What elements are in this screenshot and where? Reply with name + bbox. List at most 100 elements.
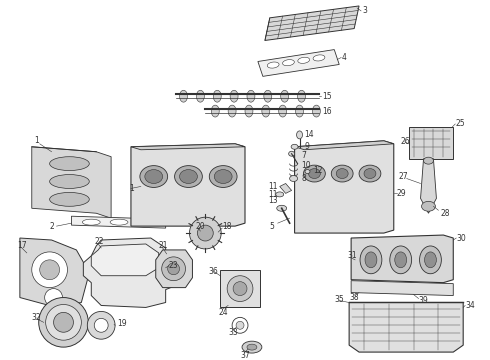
Circle shape (227, 276, 253, 302)
Ellipse shape (247, 90, 255, 102)
Text: 36: 36 (208, 267, 218, 276)
Ellipse shape (395, 252, 407, 268)
Ellipse shape (174, 166, 202, 188)
Polygon shape (420, 159, 437, 213)
Ellipse shape (213, 90, 221, 102)
Circle shape (197, 225, 213, 241)
Text: 11: 11 (268, 190, 277, 199)
Ellipse shape (336, 168, 348, 179)
Ellipse shape (291, 144, 298, 149)
Text: 29: 29 (397, 189, 406, 198)
Ellipse shape (313, 55, 325, 61)
Polygon shape (258, 50, 339, 76)
Ellipse shape (49, 192, 89, 206)
Ellipse shape (295, 105, 303, 117)
Text: 13: 13 (268, 196, 277, 205)
Ellipse shape (279, 105, 287, 117)
Polygon shape (32, 147, 111, 218)
Polygon shape (265, 6, 359, 40)
Ellipse shape (290, 176, 297, 181)
Text: 4: 4 (341, 53, 346, 62)
Ellipse shape (247, 344, 257, 350)
Ellipse shape (276, 192, 284, 197)
Ellipse shape (196, 90, 204, 102)
Text: 35: 35 (334, 295, 344, 304)
Ellipse shape (360, 246, 382, 274)
Circle shape (236, 321, 244, 329)
Ellipse shape (419, 246, 441, 274)
Ellipse shape (49, 157, 89, 171)
Text: 21: 21 (159, 242, 168, 251)
Ellipse shape (303, 165, 325, 182)
Ellipse shape (228, 105, 236, 117)
Text: 32: 32 (32, 313, 41, 322)
Text: 3: 3 (362, 6, 367, 15)
Ellipse shape (145, 170, 163, 184)
Text: 2: 2 (49, 222, 54, 231)
Polygon shape (280, 184, 292, 193)
Ellipse shape (313, 105, 320, 117)
Text: 11: 11 (268, 182, 277, 191)
Circle shape (232, 318, 248, 333)
Ellipse shape (264, 90, 272, 102)
Text: 5: 5 (270, 222, 275, 231)
Ellipse shape (179, 170, 197, 184)
Ellipse shape (331, 165, 353, 182)
Text: 1: 1 (129, 184, 134, 193)
Text: 30: 30 (456, 234, 466, 243)
Circle shape (40, 260, 60, 280)
Circle shape (168, 263, 179, 275)
Polygon shape (131, 144, 245, 150)
Polygon shape (351, 235, 453, 283)
Text: 8: 8 (301, 174, 306, 183)
Text: 15: 15 (322, 92, 332, 101)
Ellipse shape (296, 131, 302, 139)
Ellipse shape (423, 157, 434, 164)
Ellipse shape (283, 60, 294, 66)
Ellipse shape (424, 252, 437, 268)
Ellipse shape (211, 105, 219, 117)
Ellipse shape (138, 219, 156, 225)
Polygon shape (294, 141, 394, 150)
Ellipse shape (209, 166, 237, 188)
Ellipse shape (267, 62, 279, 68)
Circle shape (32, 252, 68, 288)
Polygon shape (220, 270, 260, 307)
Ellipse shape (421, 201, 436, 211)
Text: 14: 14 (304, 130, 314, 139)
Polygon shape (20, 238, 89, 307)
Text: 28: 28 (441, 209, 450, 218)
Ellipse shape (359, 165, 381, 182)
Polygon shape (72, 216, 166, 228)
Polygon shape (351, 281, 453, 296)
Circle shape (39, 297, 88, 347)
Text: 26: 26 (401, 137, 410, 146)
Polygon shape (131, 144, 245, 226)
Ellipse shape (82, 219, 100, 225)
Ellipse shape (110, 219, 128, 225)
Text: 10: 10 (301, 161, 311, 170)
Circle shape (46, 305, 81, 340)
Ellipse shape (289, 151, 294, 156)
Ellipse shape (365, 252, 377, 268)
Text: 16: 16 (322, 107, 332, 116)
Text: 27: 27 (399, 172, 408, 181)
Ellipse shape (277, 205, 287, 211)
Circle shape (162, 257, 186, 281)
Polygon shape (91, 244, 159, 276)
Ellipse shape (49, 175, 89, 188)
Text: 23: 23 (169, 261, 178, 270)
Ellipse shape (298, 57, 310, 63)
Text: 25: 25 (455, 120, 465, 129)
Ellipse shape (364, 168, 376, 179)
Text: 22: 22 (94, 237, 104, 246)
Ellipse shape (230, 90, 238, 102)
Ellipse shape (140, 166, 168, 188)
Text: 1: 1 (34, 136, 39, 145)
Circle shape (53, 312, 74, 332)
Circle shape (190, 217, 221, 249)
Text: 12: 12 (314, 166, 323, 175)
Polygon shape (409, 127, 453, 159)
Text: 18: 18 (222, 222, 232, 231)
Text: 24: 24 (218, 308, 228, 317)
